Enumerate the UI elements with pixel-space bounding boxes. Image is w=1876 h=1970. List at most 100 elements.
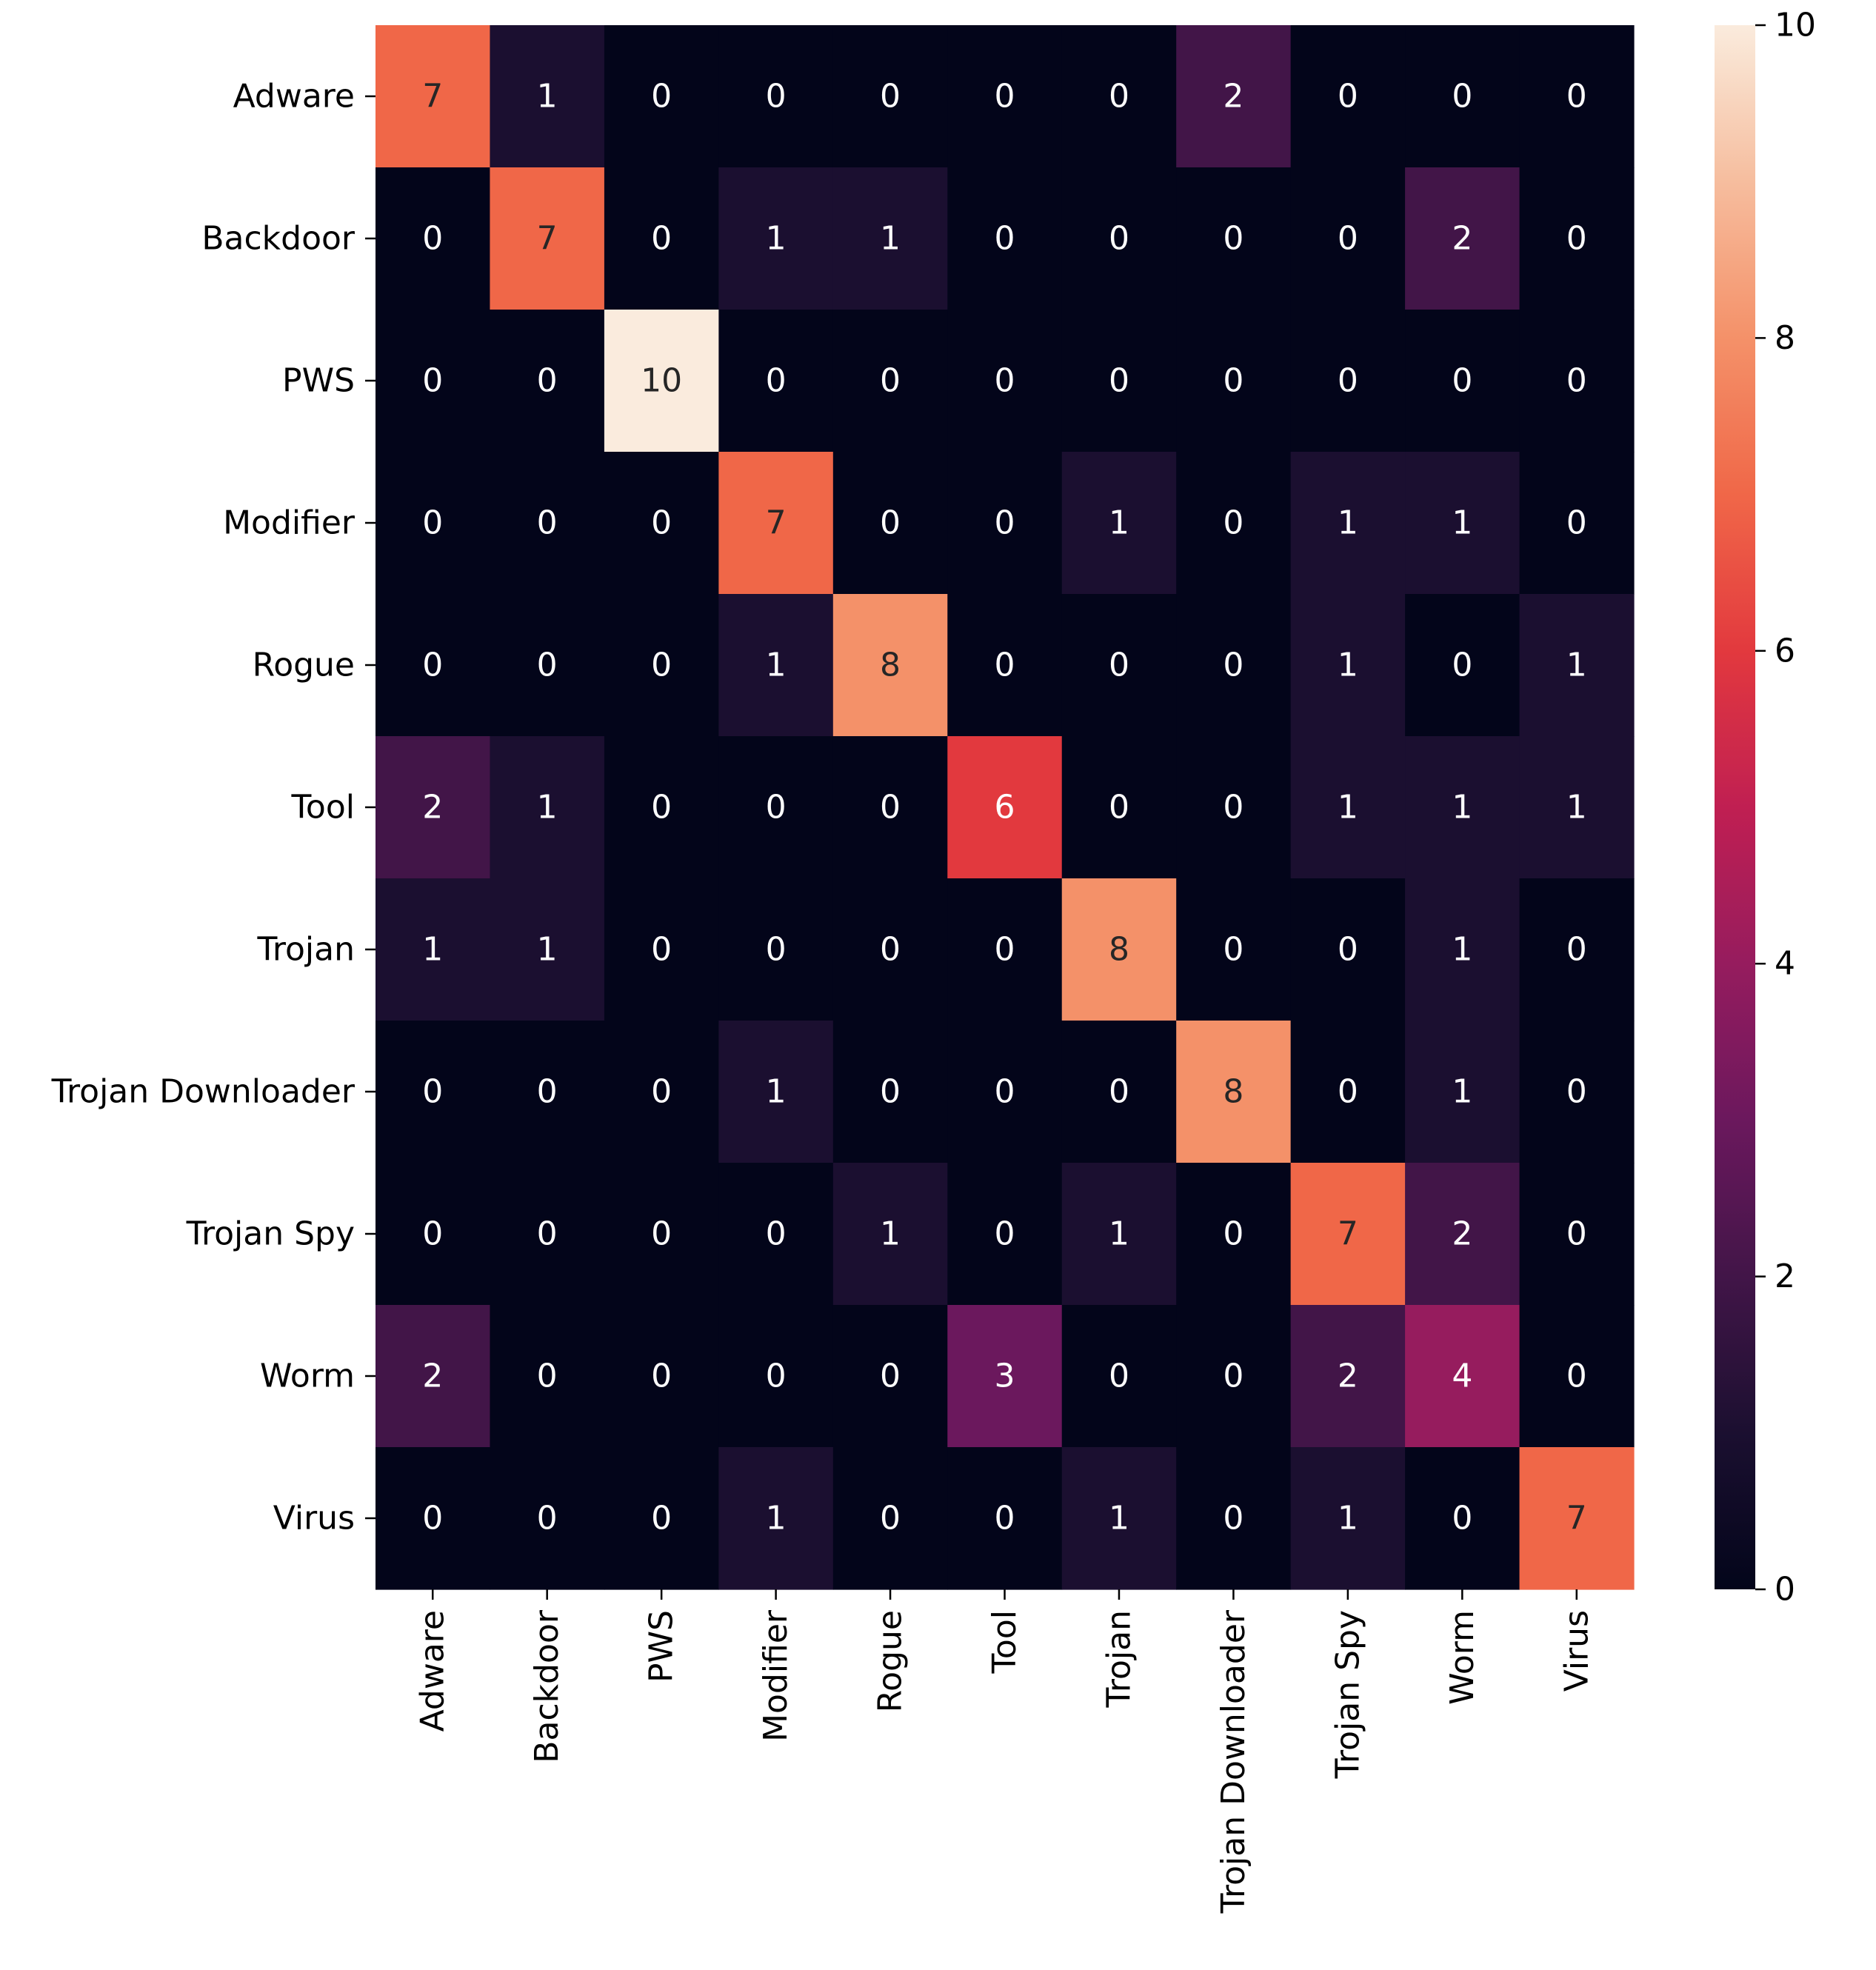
cell-annotation-r7-c9: 1	[1452, 1073, 1472, 1111]
y-axis: AdwareBackdoorPWSModifierRogueToolTrojan…	[51, 78, 375, 1537]
y-tick-label: PWS	[282, 362, 355, 400]
cell-annotation-r3-c8: 1	[1338, 504, 1358, 542]
cell-annotation-r6-c4: 0	[880, 931, 901, 969]
cell-annotation-r4-c5: 0	[995, 647, 1015, 684]
cell-annotation-r9-c0: 2	[422, 1358, 443, 1395]
cell-annotation-r8-c9: 2	[1452, 1215, 1472, 1253]
cell-annotation-r4-c8: 1	[1338, 647, 1358, 684]
cell-annotation-r5-c4: 0	[880, 789, 901, 827]
x-tick-label: PWS	[643, 1610, 681, 1683]
colorbar-tick-label: 8	[1775, 319, 1795, 357]
y-tick-label: Modifier	[223, 504, 355, 542]
cell-annotation-r8-c8: 7	[1338, 1215, 1358, 1253]
colorbar-tick-label: 4	[1775, 945, 1795, 983]
cell-annotation-r9-c7: 0	[1223, 1358, 1244, 1395]
cell-annotation-r9-c8: 2	[1338, 1358, 1358, 1395]
cell-annotation-r8-c6: 1	[1109, 1215, 1129, 1253]
cell-annotation-r3-c2: 0	[651, 504, 672, 542]
cell-annotation-r6-c10: 0	[1566, 931, 1587, 969]
cell-annotation-r0-c9: 0	[1452, 78, 1472, 116]
cell-annotation-r10-c0: 0	[422, 1500, 443, 1537]
cell-annotation-r3-c7: 0	[1223, 504, 1244, 542]
cell-annotation-r5-c7: 0	[1223, 789, 1244, 827]
x-tick-label: Trojan	[1100, 1610, 1138, 1709]
colorbar-tick-label: 10	[1775, 7, 1816, 44]
cell-annotation-r4-c9: 0	[1452, 647, 1472, 684]
cell-annotation-r10-c2: 0	[651, 1500, 672, 1537]
cell-annotation-r1-c6: 0	[1109, 220, 1129, 258]
x-tick-label: Modifier	[757, 1609, 795, 1742]
cell-annotation-r9-c5: 3	[995, 1358, 1015, 1395]
cell-annotation-r1-c8: 0	[1338, 220, 1358, 258]
y-tick-label: Backdoor	[201, 220, 355, 258]
y-tick-label: Trojan	[256, 931, 355, 969]
cell-annotation-r9-c3: 0	[766, 1358, 787, 1395]
colorbar-tick-label: 0	[1775, 1571, 1795, 1609]
cell-annotation-r4-c0: 0	[422, 647, 443, 684]
cell-annotation-r5-c0: 2	[422, 789, 443, 827]
cell-annotation-r6-c5: 0	[995, 931, 1015, 969]
cell-annotation-r4-c3: 1	[766, 647, 787, 684]
cell-annotation-r7-c1: 0	[537, 1073, 558, 1111]
cell-annotation-r10-c7: 0	[1223, 1500, 1244, 1537]
cell-annotation-r9-c4: 0	[880, 1358, 901, 1395]
x-tick-label: Rogue	[872, 1610, 909, 1712]
cell-annotation-r7-c3: 1	[766, 1073, 787, 1111]
y-tick-label: Adware	[233, 78, 355, 116]
cell-annotation-r8-c5: 0	[995, 1215, 1015, 1253]
cell-annotation-r6-c7: 0	[1223, 931, 1244, 969]
cell-annotation-r1-c0: 0	[422, 220, 443, 258]
cell-annotation-r0-c4: 0	[880, 78, 901, 116]
cell-annotation-r7-c2: 0	[651, 1073, 672, 1111]
x-tick-label: Worm	[1443, 1610, 1481, 1705]
cell-annotation-r3-c10: 0	[1566, 504, 1587, 542]
cell-annotation-r9-c10: 0	[1566, 1358, 1587, 1395]
cell-annotation-r6-c3: 0	[766, 931, 787, 969]
cell-annotation-r6-c6: 8	[1109, 931, 1129, 969]
y-tick-label: Virus	[273, 1500, 355, 1537]
cell-annotation-r8-c2: 0	[651, 1215, 672, 1253]
cell-annotation-r5-c9: 1	[1452, 789, 1472, 827]
cell-annotation-r4-c4: 8	[880, 647, 901, 684]
cell-annotation-r0-c1: 1	[537, 78, 558, 116]
cell-annotation-r8-c10: 0	[1566, 1215, 1587, 1253]
cell-annotation-r10-c6: 1	[1109, 1500, 1129, 1537]
cell-annotation-r10-c1: 0	[537, 1500, 558, 1537]
cell-annotation-r4-c7: 0	[1223, 647, 1244, 684]
cell-annotation-r0-c2: 0	[651, 78, 672, 116]
cell-annotation-r2-c5: 0	[995, 362, 1015, 400]
y-tick-label: Tool	[291, 789, 355, 827]
cell-annotation-r0-c7: 2	[1223, 78, 1244, 116]
x-axis: Adware Backdoor PWS Modifier Rogue Tool Trojan…	[414, 1589, 1596, 1914]
x-tick-label: Tool	[986, 1610, 1024, 1674]
cell-annotation-r10-c3: 1	[766, 1500, 787, 1537]
confusion-matrix-chart: 7 1 0 0 0 0 0 2 0 0 0 0 7 0 1 1 0 0 0 0 2 0 0 0 10 0 0 0 0 0 0 0 0 0 0 0 7 0 0…	[0, 0, 1876, 1966]
cell-annotation-r7-c4: 0	[880, 1073, 901, 1111]
colorbar-tick-label: 6	[1775, 632, 1795, 670]
cell-annotation-r1-c4: 1	[880, 220, 901, 258]
cell-annotation-r3-c9: 1	[1452, 504, 1472, 542]
cell-annotation-r5-c3: 0	[766, 789, 787, 827]
cell-annotation-r0-c0: 7	[422, 78, 443, 116]
cell-annotation-r2-c7: 0	[1223, 362, 1244, 400]
y-tick-label: Trojan Spy	[186, 1215, 355, 1253]
x-tick-label: Trojan Spy	[1329, 1610, 1366, 1779]
cell-annotation-r6-c9: 1	[1452, 931, 1472, 969]
cell-annotation-r2-c6: 0	[1109, 362, 1129, 400]
x-tick-label: Virus	[1558, 1610, 1595, 1692]
cell-annotation-r0-c6: 0	[1109, 78, 1129, 116]
cell-annotation-r1-c3: 1	[766, 220, 787, 258]
colorbar-gradient	[1715, 25, 1755, 1589]
cell-annotation-r2-c9: 0	[1452, 362, 1472, 400]
cell-annotation-r3-c0: 0	[422, 504, 443, 542]
cell-annotation-r7-c10: 0	[1566, 1073, 1587, 1111]
cell-annotation-r9-c9: 4	[1452, 1358, 1472, 1395]
cell-annotation-r4-c10: 1	[1566, 647, 1587, 684]
cell-annotation-r8-c4: 1	[880, 1215, 901, 1253]
cell-annotation-r0-c5: 0	[995, 78, 1015, 116]
cell-annotation-r1-c9: 2	[1452, 220, 1472, 258]
cell-annotation-r3-c6: 1	[1109, 504, 1129, 542]
cell-annotation-r4-c2: 0	[651, 647, 672, 684]
cell-annotation-r10-c4: 0	[880, 1500, 901, 1537]
colorbar-tick-label: 2	[1775, 1258, 1795, 1295]
